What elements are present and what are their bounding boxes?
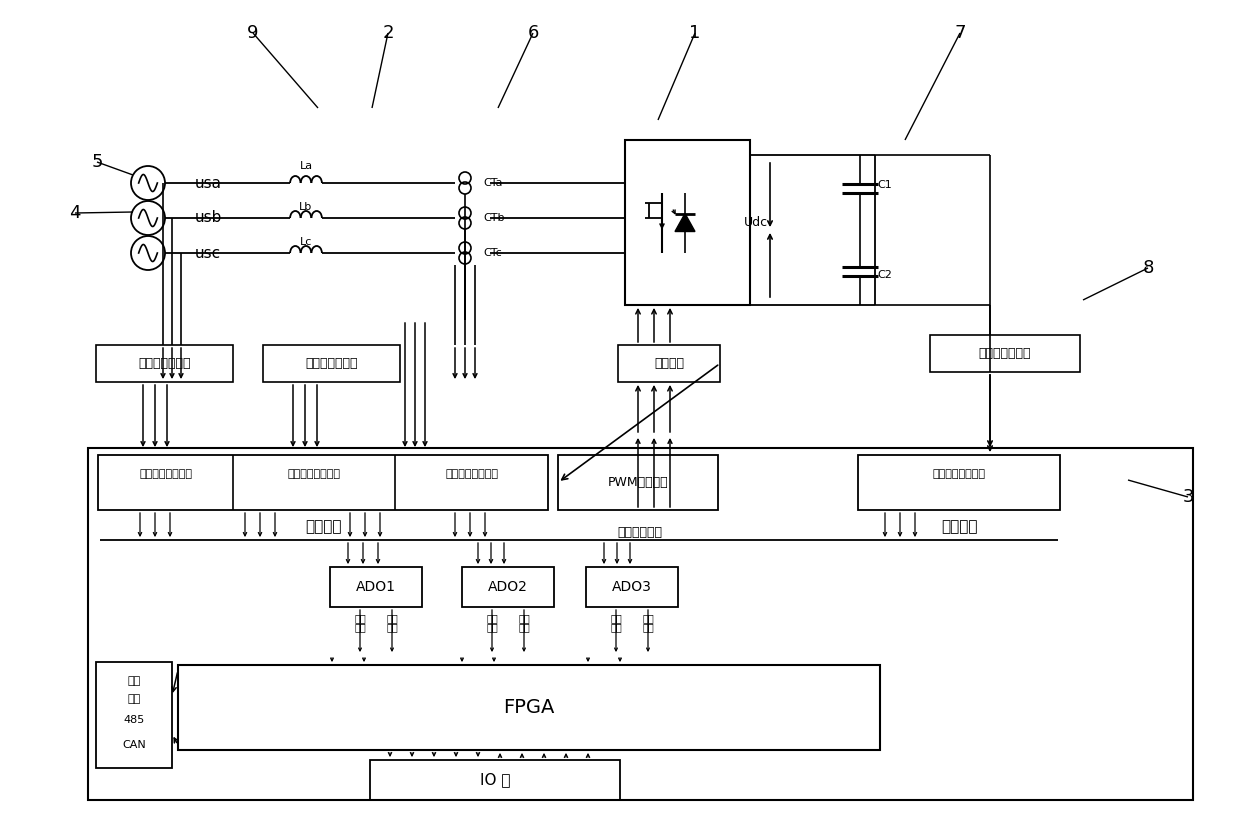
Text: 驱动电路: 驱动电路 xyxy=(653,357,684,370)
Text: 4: 4 xyxy=(69,204,81,222)
Text: C1: C1 xyxy=(877,180,892,190)
Text: 控制: 控制 xyxy=(610,613,622,623)
Bar xyxy=(88,448,1193,800)
Bar xyxy=(858,455,1060,510)
Text: 系统电压互感器: 系统电压互感器 xyxy=(138,357,191,370)
Text: 采样信号总线: 采样信号总线 xyxy=(618,526,662,539)
Text: Lc: Lc xyxy=(300,237,312,247)
Text: 控制: 控制 xyxy=(486,613,498,623)
Bar xyxy=(95,662,172,768)
Text: IO 口: IO 口 xyxy=(480,773,510,787)
Bar xyxy=(370,760,620,800)
Text: 系统电压采集端口: 系统电压采集端口 xyxy=(139,469,192,480)
Text: CTb: CTb xyxy=(484,213,505,223)
Polygon shape xyxy=(675,214,694,232)
Text: 数据: 数据 xyxy=(386,613,398,623)
Text: 5: 5 xyxy=(92,153,103,171)
Text: La: La xyxy=(299,161,312,171)
Text: PWM输出端口: PWM输出端口 xyxy=(608,476,668,489)
Text: 6: 6 xyxy=(527,24,538,42)
Bar xyxy=(930,335,1080,372)
Text: 控制: 控制 xyxy=(355,613,366,623)
Text: 接口: 接口 xyxy=(128,694,140,704)
Bar xyxy=(463,567,554,607)
Text: 总线: 总线 xyxy=(610,622,622,632)
Text: CTc: CTc xyxy=(484,248,502,258)
Text: 输出电流采集端口: 输出电流采集端口 xyxy=(445,469,498,480)
Bar xyxy=(618,345,720,382)
Text: 总线: 总线 xyxy=(518,622,529,632)
Text: CTa: CTa xyxy=(484,178,502,188)
Bar xyxy=(558,455,718,510)
Text: 3: 3 xyxy=(1182,488,1194,506)
Bar xyxy=(98,455,548,510)
Text: 负载电流互感器: 负载电流互感器 xyxy=(305,357,358,370)
Text: 通讯: 通讯 xyxy=(128,676,140,686)
Bar xyxy=(179,665,880,750)
Text: 7: 7 xyxy=(955,24,966,42)
Text: 直流电压互感器: 直流电压互感器 xyxy=(978,347,1032,360)
Text: usc: usc xyxy=(195,246,221,260)
Bar xyxy=(625,140,750,305)
Text: ADO3: ADO3 xyxy=(613,580,652,594)
Text: 9: 9 xyxy=(247,24,259,42)
Text: 1: 1 xyxy=(689,24,701,42)
Text: Lb: Lb xyxy=(299,202,312,212)
Text: 直流电压采集端口: 直流电压采集端口 xyxy=(932,469,986,480)
Text: 数据: 数据 xyxy=(518,613,529,623)
Text: 数据: 数据 xyxy=(642,613,653,623)
Text: FPGA: FPGA xyxy=(503,698,554,717)
Text: 485: 485 xyxy=(123,716,145,725)
Text: 总线: 总线 xyxy=(355,622,366,632)
Text: CAN: CAN xyxy=(122,739,146,750)
Text: 负载电流采集端口: 负载电流采集端口 xyxy=(288,469,341,480)
Bar xyxy=(95,345,233,382)
Text: 调理电路: 调理电路 xyxy=(941,520,977,534)
Text: 总线: 总线 xyxy=(386,622,398,632)
Bar xyxy=(263,345,401,382)
Text: Udc: Udc xyxy=(744,215,768,228)
Text: 总线: 总线 xyxy=(642,622,653,632)
Text: 2: 2 xyxy=(382,24,394,42)
Text: 总线: 总线 xyxy=(486,622,498,632)
Text: ADO2: ADO2 xyxy=(489,580,528,594)
Text: 8: 8 xyxy=(1142,259,1153,277)
Text: usb: usb xyxy=(195,211,222,225)
Text: C2: C2 xyxy=(877,270,892,280)
Text: ADO1: ADO1 xyxy=(356,580,396,594)
Bar xyxy=(587,567,678,607)
Text: 调理电路: 调理电路 xyxy=(305,520,341,534)
Bar xyxy=(330,567,422,607)
Text: usa: usa xyxy=(195,175,222,190)
